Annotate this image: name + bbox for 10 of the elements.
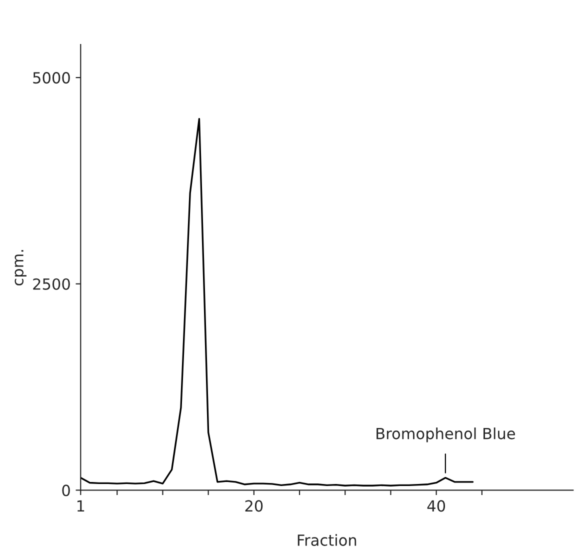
x-tick-label: 20	[245, 500, 263, 512]
x-tick-label: 1	[77, 500, 84, 512]
y-axis-title: cpm.	[14, 250, 26, 286]
x-axis-title: Fraction	[298, 534, 356, 546]
y-tick-label: 0	[62, 484, 70, 496]
y-tick-label: 2500	[33, 278, 70, 290]
line-series	[80, 118, 474, 486]
x-tick-label: 40	[427, 500, 446, 512]
y-tick-label: 5000	[33, 72, 70, 84]
annotation: Bromophenol Blue	[376, 427, 515, 442]
